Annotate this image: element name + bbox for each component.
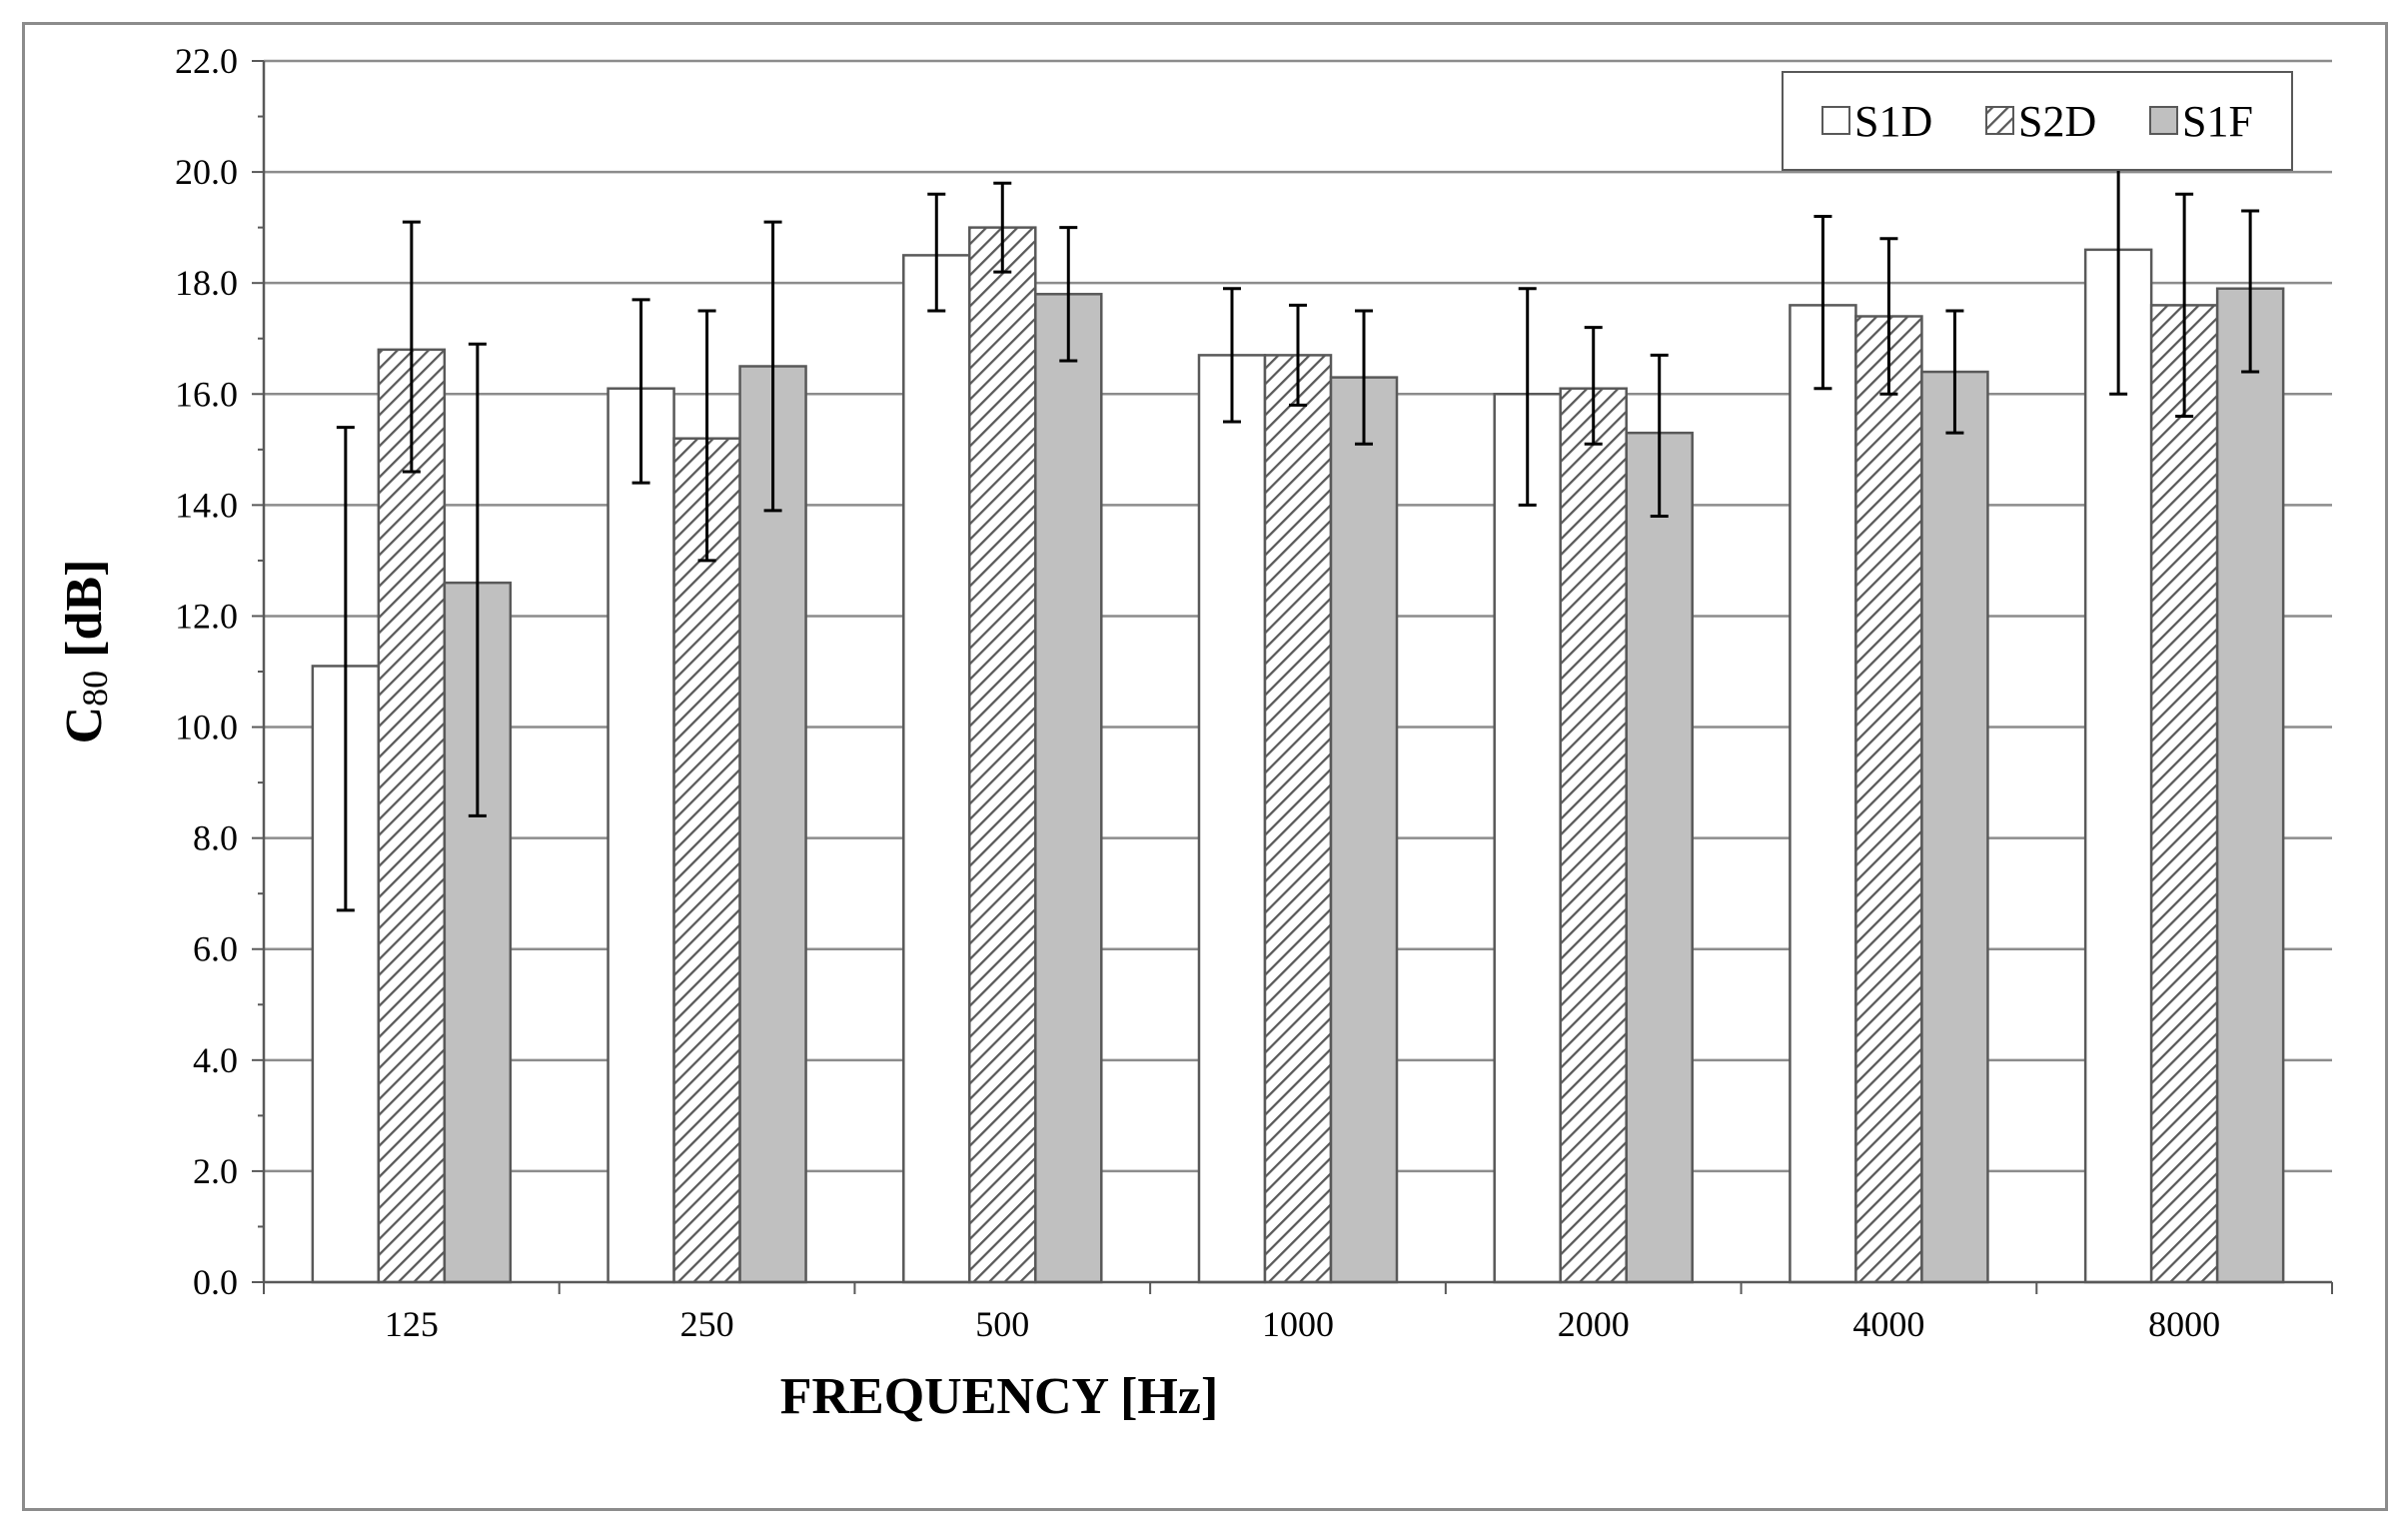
bar-s2d-8000: [2149, 304, 2219, 1284]
y-tick-label: 2.0: [193, 1151, 238, 1191]
y-tick-label: 0.0: [193, 1262, 238, 1302]
y-axis-title: C80 [dB]: [56, 560, 115, 745]
error-bar-s1f-1000: [1355, 309, 1373, 446]
error-bar-s1d-1000: [1223, 287, 1241, 424]
legend-label-s1d: S1D: [1854, 97, 1932, 146]
bar-s2d-500: [968, 226, 1037, 1284]
error-bar-s2d-250: [697, 309, 716, 563]
bar-s1f-500: [1034, 293, 1103, 1284]
x-tick-label: 250: [680, 1304, 734, 1344]
error-bar-s1d-2000: [1518, 287, 1537, 507]
legend-swatch-s1f: [2149, 106, 2178, 135]
bar-s1f-8000: [2215, 287, 2285, 1284]
error-bar-s2d-4000: [1879, 237, 1898, 396]
error-bar-s2d-500: [993, 181, 1012, 274]
error-bar-s2d-2000: [1584, 326, 1603, 446]
error-bar-s1f-250: [763, 220, 782, 513]
bar-s1d-8000: [2083, 248, 2153, 1284]
y-tick-label: 10.0: [175, 708, 238, 748]
y-tick-label: 12.0: [175, 596, 238, 636]
x-tick-label: 4000: [1852, 1304, 1924, 1344]
legend-swatch-s2d: [1985, 106, 2014, 135]
legend-label-s2d: S2D: [2018, 97, 2096, 146]
x-axis-title: FREQUENCY [Hz]: [780, 1368, 1219, 1425]
x-tick-label: 125: [385, 1304, 439, 1344]
y-tick-label: 6.0: [193, 929, 238, 969]
error-bar-s2d-8000: [2175, 192, 2194, 418]
x-tick-label: 500: [975, 1304, 1029, 1344]
y-axis-title-unit: [dB]: [56, 560, 113, 671]
y-axis-title-main: C: [56, 707, 113, 745]
bar-s1f-2000: [1625, 431, 1694, 1284]
bar-s1f-4000: [1920, 370, 1989, 1284]
bar-s1d-250: [606, 387, 675, 1284]
bar-s2d-125: [377, 348, 447, 1284]
legend-label-s1f: S1F: [2182, 97, 2253, 146]
bar-s2d-4000: [1854, 315, 1923, 1284]
error-bar-s1d-4000: [1813, 215, 1832, 391]
x-tick-label: 1000: [1262, 1304, 1334, 1344]
error-bar-s1f-125: [468, 342, 487, 817]
legend-swatch-s1d: [1821, 106, 1850, 135]
error-bar-s1f-8000: [2241, 209, 2260, 374]
error-bar-s1d-500: [927, 192, 946, 313]
axes: [252, 60, 2333, 1294]
y-tick-label: 16.0: [175, 374, 238, 414]
x-tick-label: 2000: [1558, 1304, 1630, 1344]
y-tick-label: 14.0: [175, 485, 238, 525]
y-tick-label: 8.0: [193, 818, 238, 858]
error-bar-s2d-1000: [1289, 303, 1307, 407]
legend-box: [1782, 71, 2293, 171]
bar-s1d-500: [902, 254, 971, 1284]
legend: S1D S2D S1F: [1782, 71, 2293, 171]
y-tick-label: 20.0: [175, 152, 238, 192]
y-tick-label: 22.0: [175, 41, 238, 81]
y-axis-title-subscript: 80: [75, 671, 115, 707]
bar-s1f-1000: [1329, 376, 1399, 1284]
bar-s2d-250: [672, 437, 741, 1284]
x-tick-label: 8000: [2148, 1304, 2220, 1344]
error-bars: [336, 98, 2260, 912]
y-tick-label: 18.0: [175, 263, 238, 303]
y-tick-label: 4.0: [193, 1040, 238, 1080]
bar-s2d-1000: [1263, 354, 1333, 1284]
tick-labels: 125 250 500 1000 2000 4000 8000 0.0 2.0 4.0 6.0 8.0…: [175, 41, 2220, 1344]
bar-s1d-1000: [1197, 354, 1267, 1284]
error-bar-s1d-125: [336, 426, 355, 912]
error-bar-s2d-125: [402, 220, 421, 474]
bar-s2d-2000: [1559, 387, 1628, 1284]
error-bar-s1f-500: [1059, 226, 1078, 363]
error-bar-s1f-4000: [1945, 309, 1964, 435]
error-bar-s1f-2000: [1650, 353, 1669, 518]
bar-s1d-2000: [1493, 393, 1562, 1284]
error-bar-s1d-250: [631, 298, 650, 485]
bar-s1d-4000: [1789, 304, 1857, 1284]
bars: [311, 226, 2285, 1284]
